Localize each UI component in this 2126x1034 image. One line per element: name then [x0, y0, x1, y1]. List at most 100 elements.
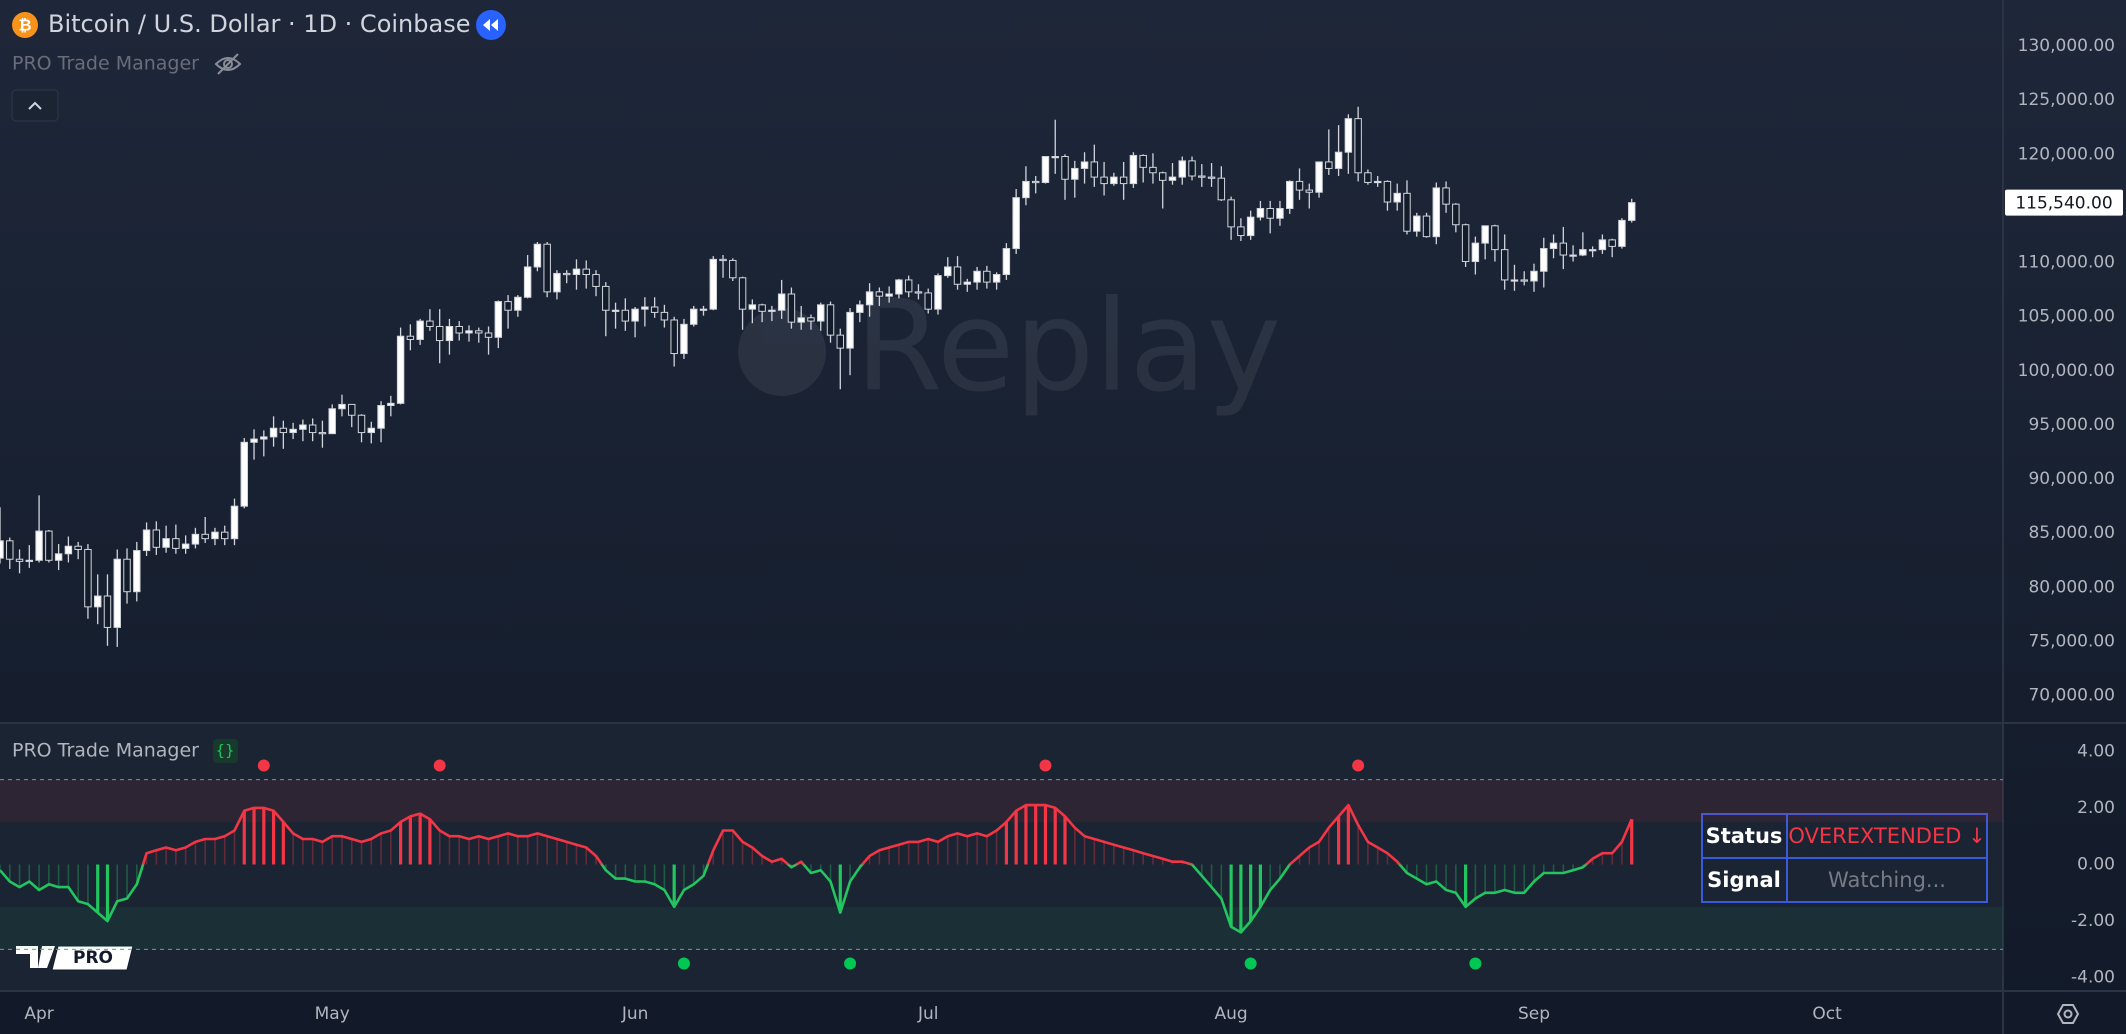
candle-body — [1188, 160, 1196, 177]
candle-body — [1334, 151, 1343, 169]
symbol-title: Bitcoin / U.S. Dollar · 1D · Coinbase — [48, 10, 470, 38]
candle-body — [1354, 118, 1362, 174]
candle-body — [1383, 180, 1392, 203]
x-tick-label: Jul — [917, 1004, 939, 1024]
lower-zone — [0, 906, 2003, 950]
candle-body — [533, 243, 542, 268]
candle-body — [826, 304, 835, 336]
candle-body — [1022, 180, 1030, 199]
candle-body — [1031, 180, 1040, 184]
candle-body — [269, 427, 278, 438]
candle-body — [240, 441, 248, 507]
candle-body — [15, 558, 24, 562]
candle-body — [1178, 160, 1186, 178]
table-cell: Watching... — [1828, 868, 1946, 892]
candle-body — [934, 275, 942, 310]
candle-body — [1540, 248, 1548, 272]
candle-body — [1276, 207, 1284, 219]
histogram — [0, 805, 1634, 933]
candle-body — [1090, 161, 1099, 178]
y-tick-label: 2.00 — [2077, 798, 2115, 818]
y-tick-label: 120,000.00 — [2018, 144, 2115, 164]
y-tick-label: 85,000.00 — [2028, 523, 2115, 543]
candle-body — [396, 335, 405, 404]
table-cell: Signal — [1707, 868, 1781, 892]
candle-body — [504, 301, 512, 311]
candle-body — [865, 291, 874, 306]
candle-body — [1549, 242, 1558, 250]
y-tick-label: -4.00 — [2071, 968, 2115, 988]
candle-body — [572, 268, 581, 276]
y-tick-label: 125,000.00 — [2018, 90, 2115, 110]
candle-body — [553, 272, 561, 293]
candle-body — [250, 438, 258, 443]
watermark: Replay — [738, 273, 1281, 420]
signal-marker — [844, 957, 857, 970]
settings-icon[interactable] — [2056, 1004, 2080, 1024]
candle-body — [1266, 207, 1274, 219]
candle-body — [1491, 225, 1499, 251]
logo-mark — [16, 946, 55, 968]
y-tick-label: 95,000.00 — [2028, 415, 2115, 435]
y-tick-label: -2.00 — [2071, 911, 2115, 931]
y-tick-label: 70,000.00 — [2028, 686, 2115, 706]
candle-body — [1071, 167, 1079, 180]
candle-body — [6, 540, 14, 560]
candle-body — [670, 319, 678, 355]
candle-body — [738, 277, 747, 310]
candle-body — [318, 432, 327, 435]
signal-marker — [677, 957, 690, 970]
candle-body — [1452, 203, 1460, 226]
candle-body — [299, 424, 307, 430]
candle-body — [1237, 226, 1245, 237]
candle-body — [836, 334, 845, 349]
candle-body — [74, 545, 82, 550]
replay-icon — [483, 19, 498, 31]
candle-body — [1315, 161, 1323, 193]
candle-body — [445, 325, 454, 342]
candle-body — [562, 272, 571, 276]
watermark-icon — [738, 308, 826, 396]
y-tick-label: 130,000.00 — [2018, 36, 2115, 56]
candle-body — [611, 309, 620, 312]
candle-body — [1305, 189, 1314, 193]
candle-body — [1256, 207, 1265, 218]
pane-indicator-label: PRO Trade Manager — [12, 740, 199, 762]
candle-body — [367, 427, 376, 434]
x-tick-label: Sep — [1518, 1004, 1550, 1024]
candle-body — [328, 408, 336, 435]
candle-body — [260, 436, 268, 440]
candle-body — [729, 259, 737, 279]
candle-body — [689, 308, 698, 325]
candle-body — [45, 530, 53, 561]
status-table: Status OVEREXTENDED ↓ Signal Watching... — [1701, 813, 1988, 903]
y-tick-label: 105,000.00 — [2018, 307, 2115, 327]
candle-body — [514, 296, 522, 311]
oscillator-line-negative — [0, 864, 1589, 934]
candle-body — [357, 414, 366, 434]
candle-body — [1393, 192, 1401, 203]
collapse-button[interactable] — [11, 89, 59, 122]
candle-body — [123, 558, 131, 593]
candle-body — [1207, 176, 1216, 179]
candle-body — [475, 330, 483, 334]
candle-body — [807, 317, 815, 322]
candle-body — [582, 268, 590, 276]
candle-body — [1461, 224, 1470, 263]
candle-body — [93, 595, 102, 608]
visibility-icon[interactable] — [214, 53, 242, 75]
candle-body — [1598, 239, 1607, 251]
candle-body — [992, 274, 1001, 283]
signal-marker — [1469, 957, 1482, 970]
signal-marker — [1039, 759, 1052, 772]
y-tick-label: 90,000.00 — [2028, 469, 2115, 489]
candle-body — [1588, 249, 1597, 252]
candle-body — [1403, 192, 1411, 232]
candle-body — [944, 266, 952, 277]
candle-body — [484, 332, 493, 338]
collapse-icon — [28, 101, 42, 110]
candle-body — [181, 543, 190, 549]
candle-body — [621, 309, 630, 322]
candle-body — [133, 550, 141, 593]
